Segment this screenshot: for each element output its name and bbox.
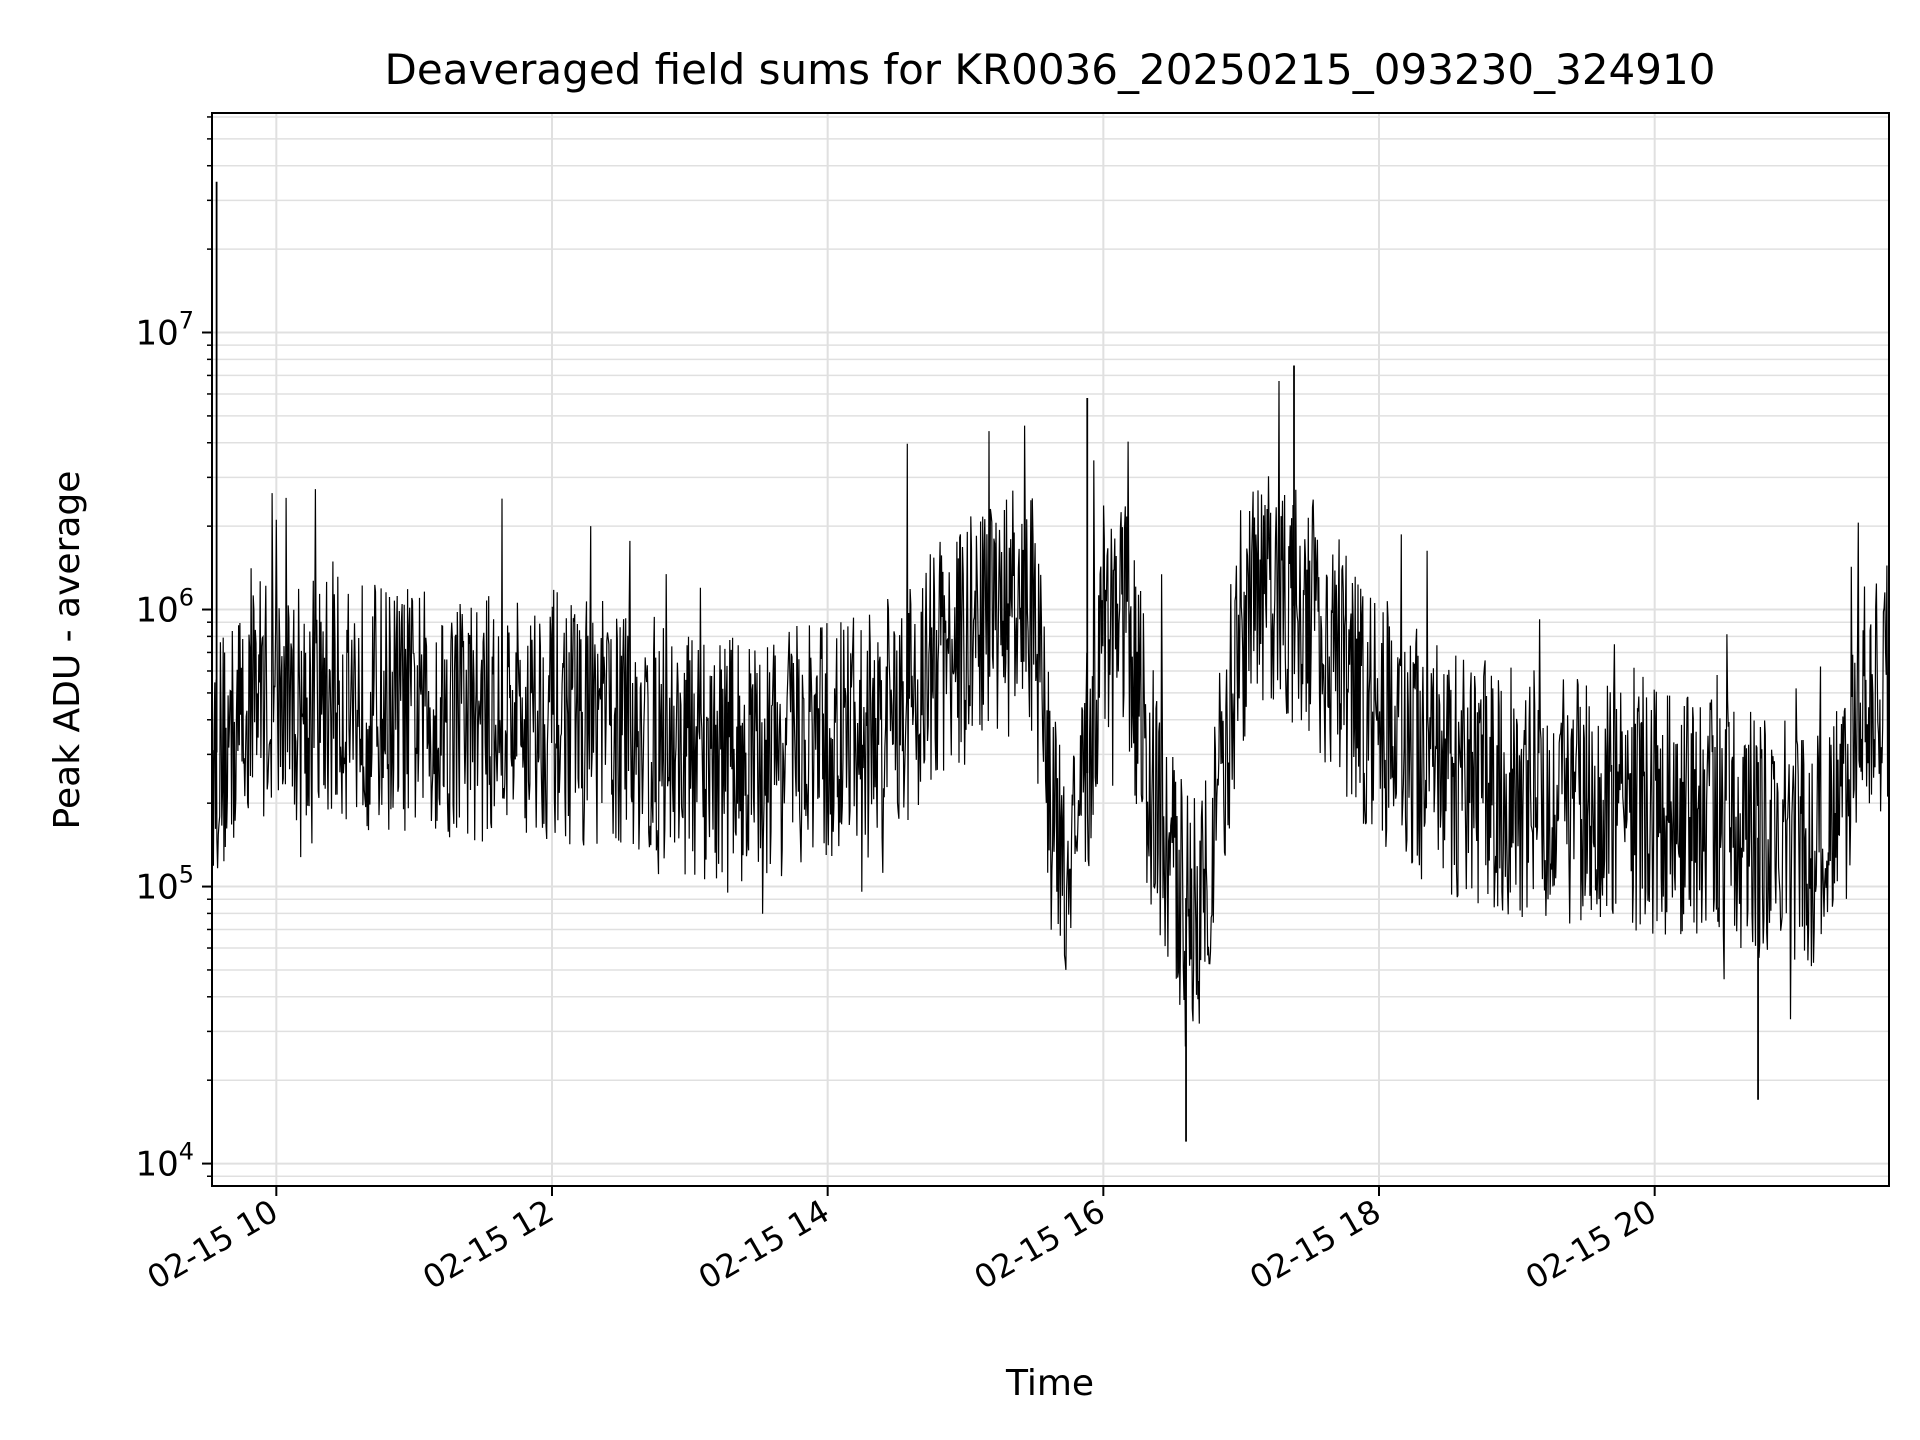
y-tick-exponent: 5 [179, 861, 194, 889]
y-tick-base: 10 [135, 314, 178, 354]
y-tick-label: 104 [135, 1138, 194, 1185]
y-tick-label: 107 [135, 307, 194, 354]
series-line [211, 380, 1890, 1047]
x-axis-label: Time [1005, 1363, 1094, 1404]
y-tick-base: 10 [135, 591, 178, 631]
y-axis-label: Peak ADU - average [47, 471, 88, 830]
plot-frame [211, 112, 1890, 1187]
y-tick-base: 10 [135, 1145, 178, 1185]
y-tick-label: 106 [135, 584, 194, 631]
y-tick-exponent: 4 [179, 1138, 194, 1166]
y-tick-label: 105 [135, 861, 194, 908]
chart-title: Deaveraged field sums for KR0036_2025021… [385, 45, 1716, 94]
y-tick-base: 10 [135, 868, 178, 908]
y-tick-exponent: 7 [179, 307, 194, 335]
y-tick-exponent: 6 [179, 584, 194, 612]
